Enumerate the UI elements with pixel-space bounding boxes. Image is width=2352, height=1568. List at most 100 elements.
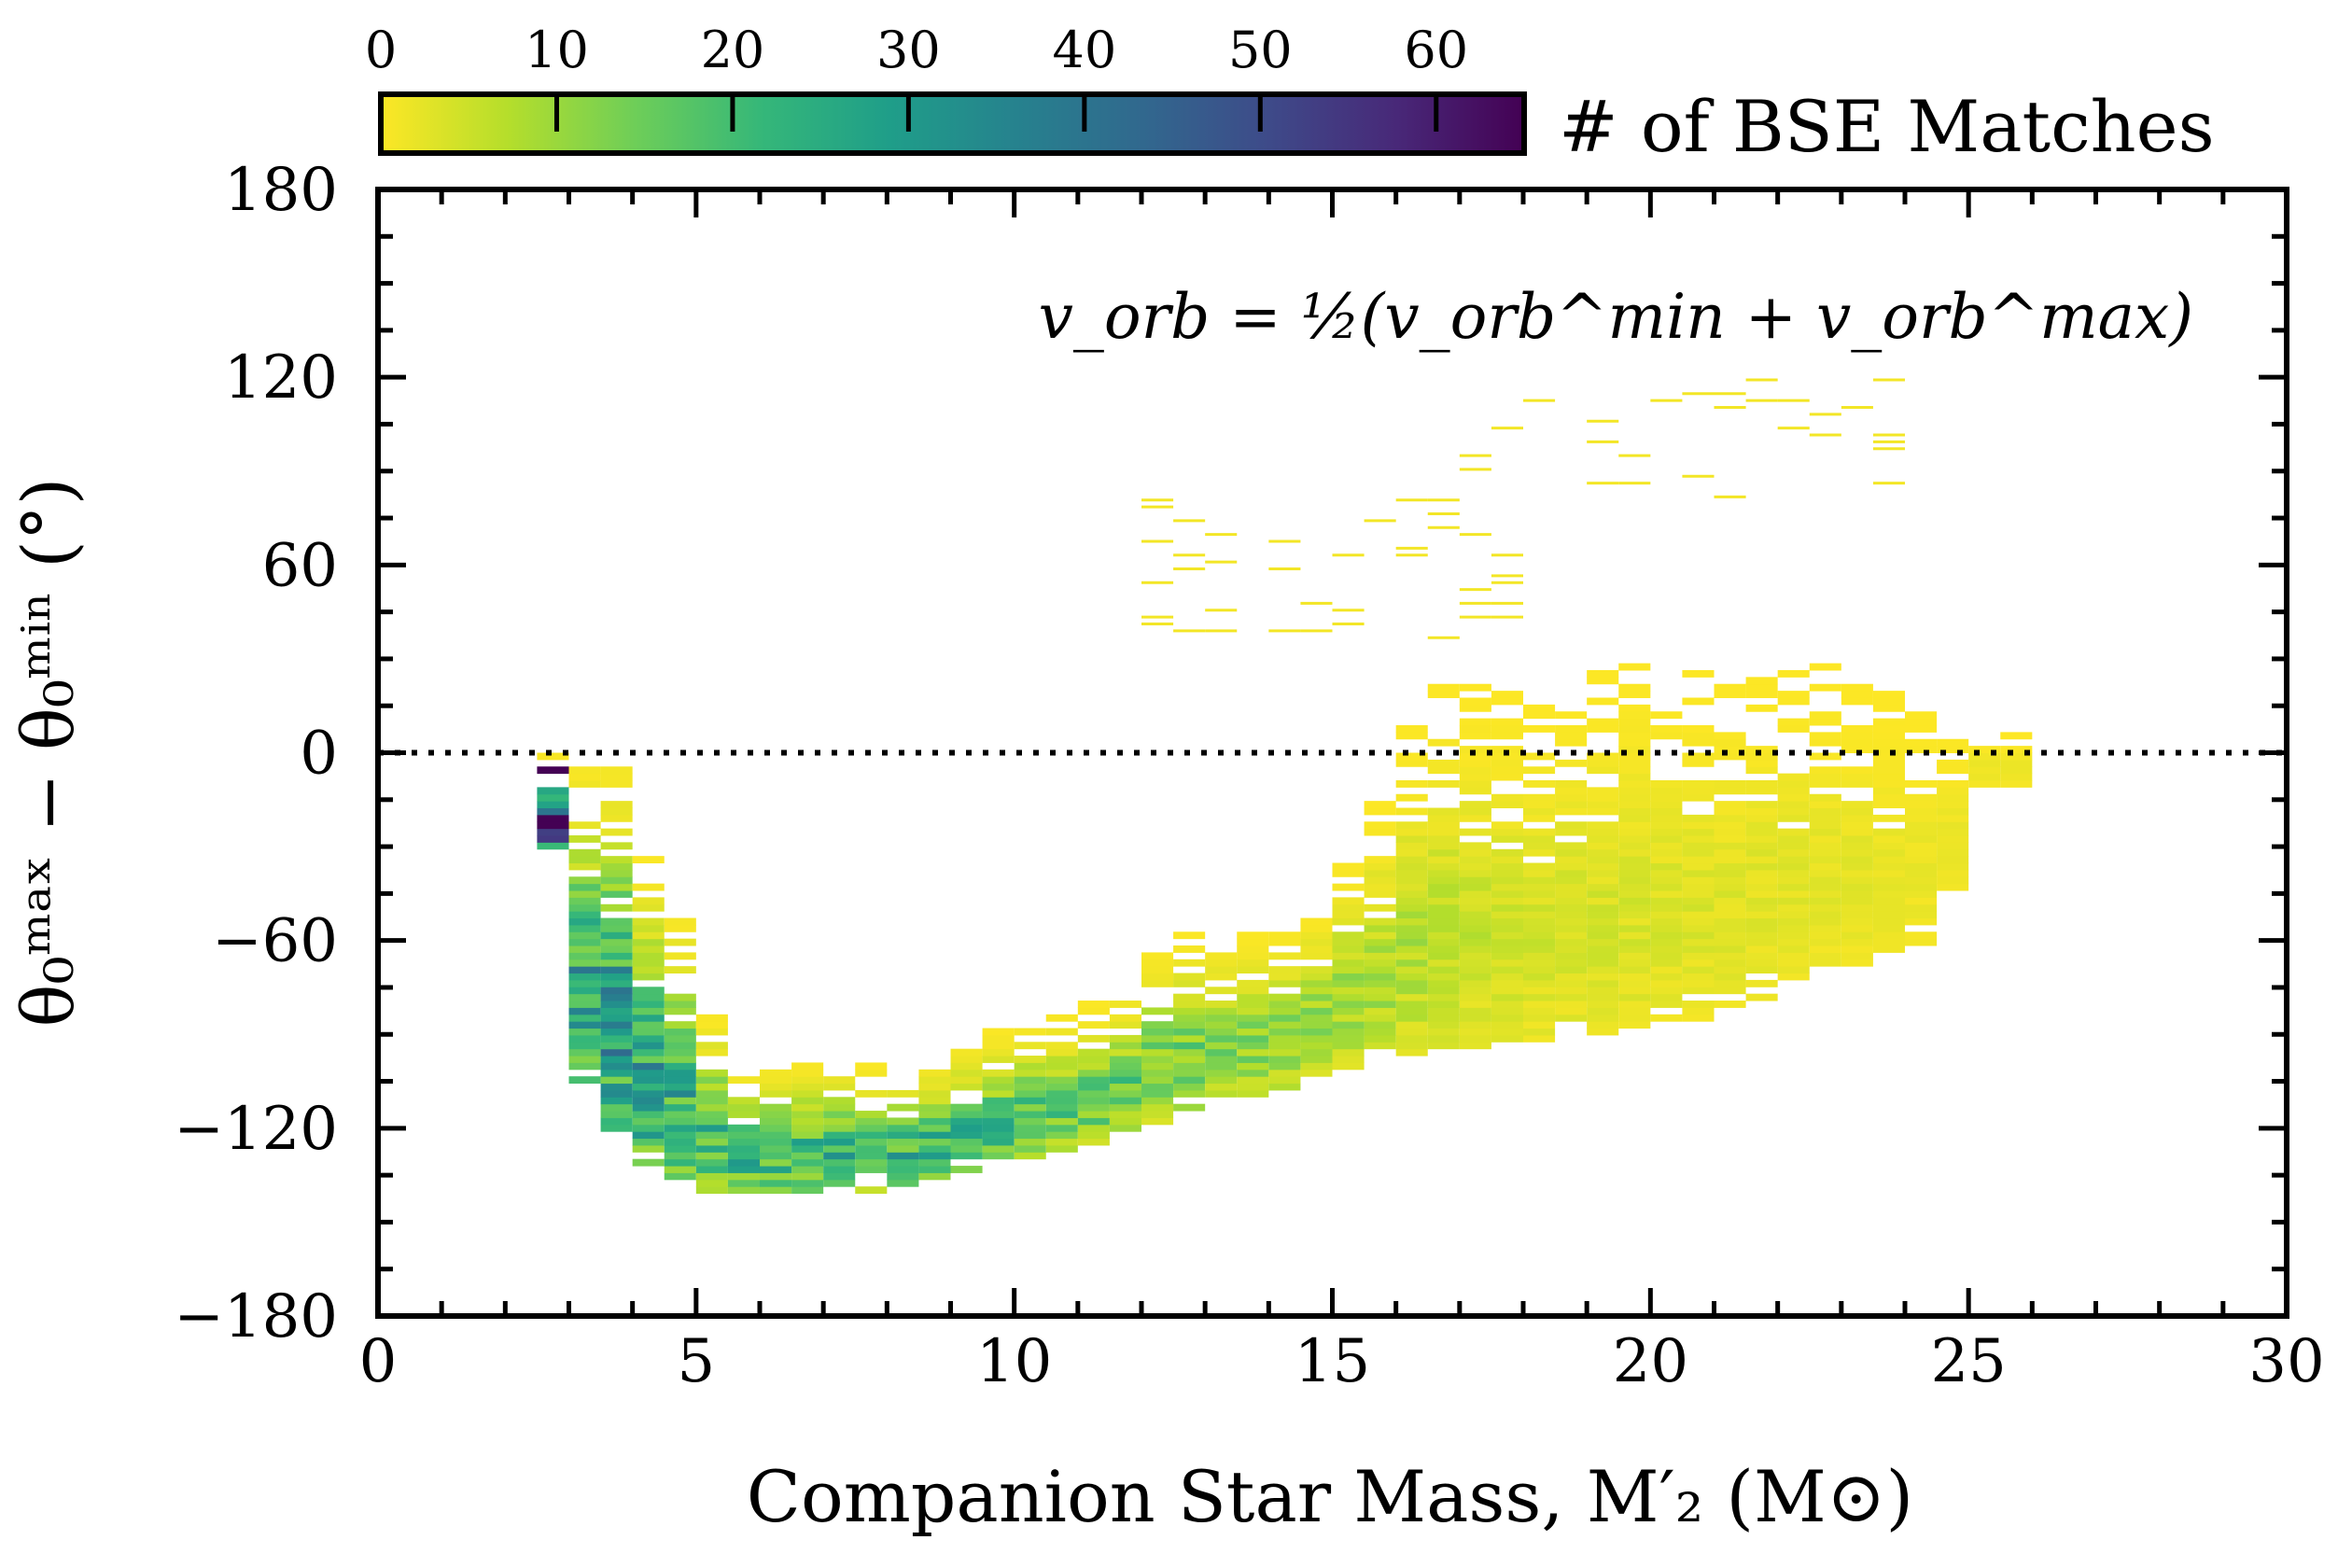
heatmap-cell [727, 1097, 760, 1105]
heatmap-cell [1523, 1014, 1556, 1022]
heatmap-cell [1427, 903, 1460, 912]
heatmap-cell [1268, 931, 1301, 940]
heatmap-cell [1332, 1007, 1365, 1015]
heatmap-cell [1077, 1021, 1110, 1029]
heatmap-cell [887, 1152, 919, 1160]
heatmap-cell [1045, 1089, 1078, 1098]
heatmap-cell [1650, 973, 1683, 981]
heatmap-cell [1173, 1001, 1206, 1008]
heatmap-cell [1682, 669, 1715, 678]
heatmap-cell [1714, 903, 1746, 912]
heatmap-cell [1459, 773, 1491, 781]
heatmap-cell [664, 1152, 696, 1160]
heatmap-cell [568, 993, 601, 1001]
heatmap-cell [1523, 917, 1556, 926]
heatmap-cell [664, 1166, 696, 1173]
heatmap-cell [1618, 738, 1651, 747]
heatmap-cell [855, 1152, 888, 1160]
heatmap-cell [1809, 780, 1841, 788]
heatmap-cell [537, 752, 569, 761]
heatmap-cell [1618, 856, 1651, 864]
heatmap-cell [1937, 835, 1969, 843]
heatmap-cell [727, 1166, 760, 1173]
plot-frame [375, 187, 2289, 1319]
heatmap-cell [1587, 938, 1619, 946]
heatmap-cell [1714, 938, 1746, 946]
heatmap-cell [1491, 931, 1523, 940]
heatmap-cell [1587, 862, 1619, 871]
heatmap-cell [1427, 959, 1460, 967]
heatmap-cell [1745, 835, 1778, 843]
heatmap-cell [1745, 378, 1778, 382]
heatmap-cell [1777, 787, 1810, 795]
heatmap-cell [1427, 1028, 1460, 1036]
heatmap-cell [1777, 780, 1810, 788]
heatmap-cell [1841, 780, 1873, 788]
heatmap-cell [1173, 629, 1206, 633]
heatmap-cell [1714, 392, 1746, 396]
heatmap-cell [1618, 966, 1651, 974]
heatmap-cell [1905, 862, 1938, 871]
heatmap-cell [1555, 876, 1588, 885]
y-tick-label: 60 [262, 531, 338, 600]
heatmap-cell [568, 848, 601, 857]
heatmap-cell [1332, 1028, 1365, 1036]
heatmap-cell [1523, 1001, 1556, 1008]
heatmap-cell [1205, 609, 1238, 612]
heatmap-cell [1745, 828, 1778, 836]
heatmap-cell [1587, 856, 1619, 864]
heatmap-cell [1332, 609, 1365, 612]
heatmap-cell [568, 945, 601, 953]
heatmap-cell [950, 1124, 983, 1132]
heatmap-cell [1427, 966, 1460, 974]
heatmap-cell [791, 1117, 824, 1126]
heatmap-cell [600, 1117, 633, 1126]
heatmap-cell [1618, 718, 1651, 726]
heatmap-cell [1523, 869, 1556, 877]
heatmap-cell [760, 1117, 792, 1126]
heatmap-cell [1523, 752, 1556, 761]
heatmap-cell [1682, 911, 1715, 919]
heatmap-cell [1523, 911, 1556, 919]
heatmap-cell [1745, 917, 1778, 926]
heatmap-cell [1395, 752, 1428, 761]
heatmap-cell [695, 1097, 728, 1105]
heatmap-cell [855, 1166, 888, 1173]
heatmap-cell [1395, 966, 1428, 974]
heatmap-cell [1268, 1042, 1301, 1050]
heatmap-cell [1459, 993, 1491, 1001]
heatmap-cell [1618, 482, 1651, 485]
heatmap-cell [1650, 993, 1683, 1001]
y-axis-ticks [378, 187, 2287, 1319]
heatmap-cell [600, 1083, 633, 1091]
heatmap-cell [982, 1042, 1015, 1050]
heatmap-cell [1395, 911, 1428, 919]
heatmap-cell [982, 1131, 1015, 1140]
heatmap-cell [1332, 1001, 1365, 1008]
heatmap-cell [568, 1062, 601, 1071]
heatmap-cell [1714, 966, 1746, 974]
heatmap-cell [1555, 711, 1588, 720]
heatmap-cell [1968, 752, 2001, 761]
heatmap-cell [568, 952, 601, 960]
heatmap-cell [600, 862, 633, 871]
heatmap-cell [791, 1083, 824, 1091]
heatmap-cell [1714, 987, 1746, 995]
heatmap-cell [918, 1111, 951, 1118]
heatmap-cells [537, 378, 2033, 1195]
heatmap-cell [1427, 876, 1460, 885]
heatmap-cell [760, 1144, 792, 1153]
heatmap-cell [1205, 1034, 1238, 1043]
heatmap-cell [1905, 835, 1938, 843]
heatmap-cell [1618, 711, 1651, 720]
heatmap-cell [823, 1097, 856, 1105]
heatmap-cell [1618, 766, 1651, 775]
heatmap-cell [1650, 966, 1683, 974]
heatmap-cell [1841, 869, 1873, 877]
heatmap-cell [632, 987, 665, 995]
heatmap-cell [1650, 883, 1683, 891]
heatmap-cell [1682, 917, 1715, 926]
heatmap-cell [982, 1083, 1015, 1091]
heatmap-cell [1905, 724, 1938, 733]
heatmap-cell [1682, 474, 1715, 478]
